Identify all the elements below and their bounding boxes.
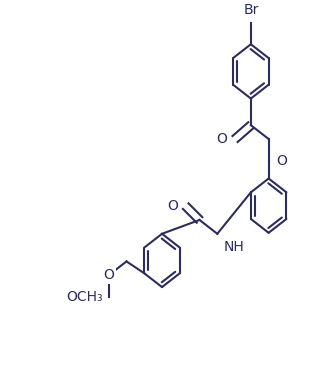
Text: O: O (167, 199, 178, 213)
Text: Br: Br (243, 3, 259, 17)
Text: OCH₃: OCH₃ (66, 290, 103, 304)
Text: NH: NH (223, 240, 244, 254)
Text: O: O (103, 268, 114, 282)
Text: O: O (216, 132, 227, 146)
Text: O: O (277, 154, 287, 168)
